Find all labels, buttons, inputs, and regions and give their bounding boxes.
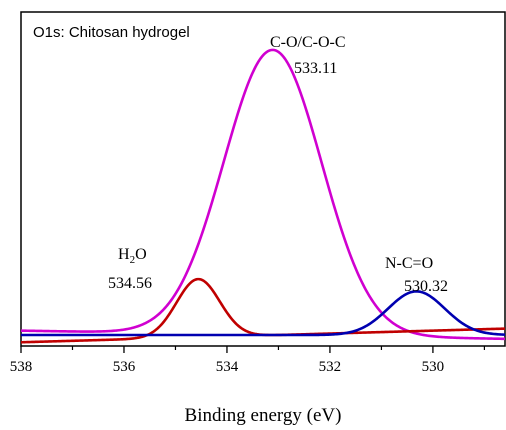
annotation-co-value: 533.11 (294, 60, 337, 77)
x-tick-label: 534 (216, 359, 239, 375)
annotation-nco-value: 530.32 (404, 278, 448, 295)
x-tick-label: 530 (422, 359, 445, 375)
annotation-h2o-label: H2O (118, 246, 147, 266)
chart-title: O1s: Chitosan hydrogel (33, 24, 190, 41)
x-ticks: 538 536 534 532 530 (10, 346, 486, 375)
x-axis-label: Binding energy (eV) (185, 405, 342, 426)
x-tick-label: 538 (10, 359, 33, 375)
annotation-nco-label: N-C=O (385, 255, 433, 272)
annotation-h2o-value: 534.56 (108, 275, 152, 292)
series-line-n-c-o (21, 290, 506, 337)
annotation-co-label: C-O/C-O-C (270, 34, 346, 51)
x-tick-label: 532 (319, 359, 342, 375)
plot-frame (20, 11, 506, 347)
x-tick-label: 536 (113, 359, 136, 375)
series-layer (20, 48, 506, 344)
series-line-c-o-c-o-c (20, 48, 506, 341)
